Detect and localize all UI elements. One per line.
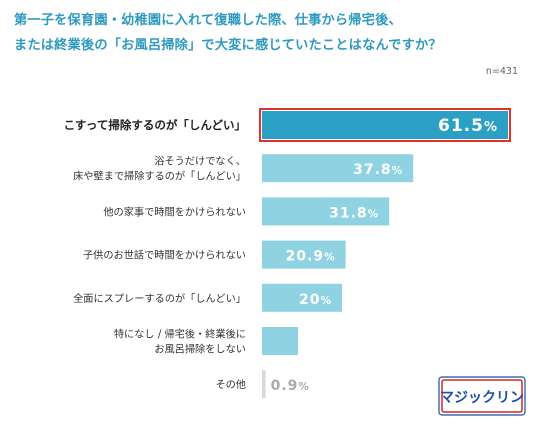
chart-title: 第一子を保育園・幼稚園に入れて復職した際、仕事から帰宅後、 または終業後の「お風…	[14, 8, 526, 58]
category-label: 浴そうだけでなく、	[154, 156, 246, 168]
bar	[262, 240, 346, 269]
highlight-border	[259, 108, 511, 142]
value-label: 31.8%	[329, 205, 379, 221]
value-label: 61.5%	[438, 116, 498, 136]
category-label: 床や壁まで掃除するのが「しんどい」	[73, 170, 246, 183]
category-label: 全面にスプレーするのが「しんどい」	[73, 292, 246, 305]
bar	[262, 154, 414, 183]
bar	[262, 111, 508, 139]
category-label: その他	[215, 378, 246, 391]
sample-size: n=431	[485, 66, 518, 77]
value-label: 0.9%	[271, 378, 310, 394]
value-label: 20%	[299, 292, 332, 308]
value-label: 9%	[303, 335, 325, 351]
value-label: 37.8%	[353, 162, 403, 178]
value-label: 20.9%	[286, 249, 336, 265]
logo-inner-frame	[441, 379, 523, 413]
category-label: お風呂掃除をしない	[154, 343, 246, 356]
bar	[262, 283, 342, 312]
category-label: 他の家事で時間をかけられない	[103, 205, 246, 218]
category-label: こすって掃除するのが「しんどい」	[64, 118, 246, 132]
title-line-2: または終業後の「お風呂掃除」で大変に感じていたことはなんですか？	[14, 38, 442, 53]
title-line-1: 第一子を保育園・幼稚園に入れて復職した際、仕事から帰宅後、	[14, 13, 402, 28]
category-label: 子供のお世話で時間をかけられない	[83, 249, 246, 262]
brand-logo: マジックリン	[438, 376, 526, 416]
logo-text: マジックリン	[440, 390, 524, 406]
category-label: 特になし / 帰宅後・終業後に	[114, 328, 246, 341]
bar	[262, 327, 298, 355]
bar	[262, 197, 390, 226]
bar	[262, 370, 266, 399]
